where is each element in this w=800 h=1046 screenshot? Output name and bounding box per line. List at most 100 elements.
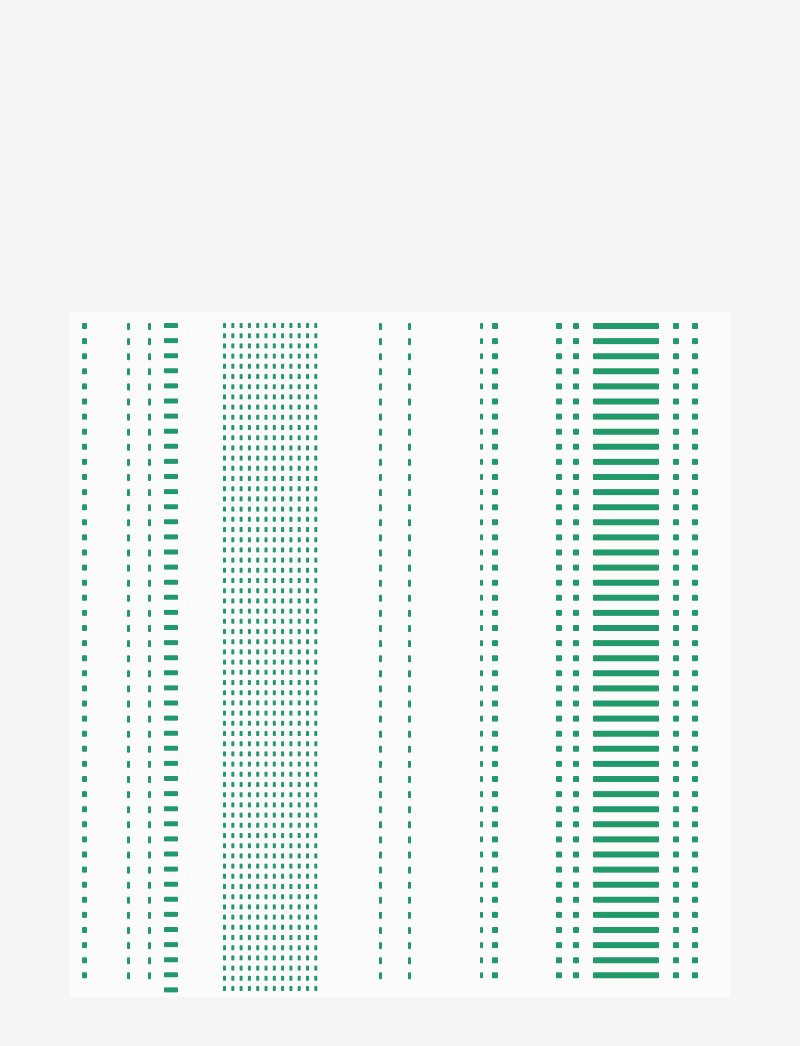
stripe-dash [281,935,285,940]
stripe-dash [297,741,301,747]
stripe-dash [408,700,411,708]
stripe-dash [379,655,382,663]
stripe-dash [573,458,579,465]
stripe-dash [272,669,276,675]
stripe-dash [164,323,178,328]
stripe-dash [492,489,498,496]
stripe-dash [379,670,382,678]
stripe-dash [223,843,226,849]
stripe-dash [148,458,151,466]
stripe-dash [127,398,130,406]
stripe-dash [247,465,251,471]
stripe-dash [281,465,285,471]
stripe-dash [314,496,318,502]
stripe-dash [231,863,235,869]
stripe-dash [306,965,309,971]
stripe-dash [289,659,293,665]
stripe-dash [289,618,293,624]
stripe-dash [573,594,579,601]
stripe-dash [573,791,579,798]
stripe-dash [247,741,251,747]
stripe-dash [492,670,498,677]
stripe-dash [256,537,260,543]
stripe-dash [256,659,260,665]
stripe-dash [297,435,301,441]
stripe-dash [408,715,411,723]
stripe-dash [314,690,318,696]
stripe-dash [247,547,251,553]
stripe-dash [256,547,260,553]
stripe-dash [289,506,293,512]
stripe-dash [673,851,679,858]
stripe-dash [289,384,293,390]
stripe-dash [127,881,130,889]
stripe-dash [593,685,659,692]
stripe-dash [239,812,243,818]
stripe-dash [492,458,498,465]
stripe-dash [247,496,251,502]
stripe-dash [148,806,151,814]
stripe-dash [573,685,579,692]
stripe-dash [692,927,698,933]
stripe-dash [573,806,579,813]
stripe-dash [272,506,276,512]
stripe-dash [264,812,268,818]
stripe-dash [593,881,659,888]
stripe-dash [127,760,130,768]
stripe-dash [306,455,309,461]
stripe-dash [247,863,251,869]
stripe-dash [127,730,130,738]
stripe-dash [82,715,87,722]
stripe-dash [256,904,260,910]
stripe-dash [264,924,268,930]
stripe-dash [82,579,87,586]
stripe-dash [673,534,679,541]
stripe-dash [408,776,411,783]
stripe-dash [256,374,260,379]
stripe-dash [314,761,318,767]
stripe-dash [492,655,498,662]
stripe-dash [692,655,698,662]
stripe-dash [297,618,301,624]
stripe-dash [239,353,243,359]
stripe-dash [289,720,293,726]
stripe-dash [306,476,309,481]
stripe-dash [408,489,411,497]
stripe-dash [148,564,151,572]
stripe-dash [306,710,309,716]
stripe-dash [281,537,285,543]
stripe-dash [306,720,309,726]
stripe-dash [82,398,87,405]
stripe-dash [492,443,498,450]
stripe-dash [281,680,285,685]
stripe-dash [239,486,243,492]
stripe-dash [297,904,301,910]
stripe-dash [247,802,251,808]
stripe-dash [306,986,309,991]
stripe-dash [272,567,276,573]
stripe-dash [281,384,285,390]
stripe-dash [573,323,579,329]
stripe-dash [379,458,382,466]
stripe-dash [256,588,260,594]
stripe-dash [127,534,130,542]
stripe-dash [82,927,87,933]
stripe-dash [231,904,235,910]
stripe-dash [272,680,276,685]
stripe-dash [314,476,318,481]
stripe-dash [264,496,268,502]
stripe-dash [673,730,679,737]
stripe-dash [306,588,309,594]
stripe-dash [281,333,285,339]
stripe-dash [573,383,579,390]
stripe-dash [492,972,498,979]
stripe-dash [297,710,301,716]
stripe-dash [272,792,276,798]
stripe-dash [480,670,483,677]
stripe-dash [223,394,226,400]
stripe-dash [306,516,309,522]
stripe-dash [593,911,659,918]
stripe-dash [306,975,309,981]
stripe-dash [264,914,268,920]
stripe-dash [164,353,178,359]
